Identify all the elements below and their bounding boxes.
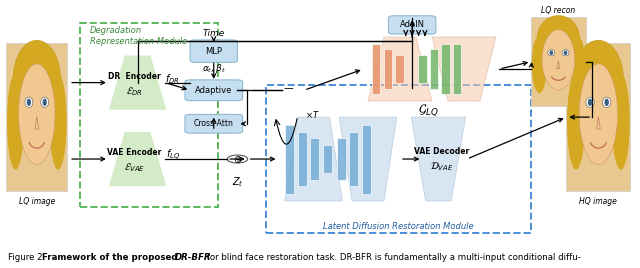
Text: $f_{LQ}$: $f_{LQ}$: [166, 148, 180, 163]
FancyBboxPatch shape: [185, 80, 243, 100]
Ellipse shape: [43, 99, 47, 106]
Ellipse shape: [564, 51, 568, 55]
FancyBboxPatch shape: [531, 17, 586, 106]
Ellipse shape: [19, 64, 55, 165]
Text: —: —: [283, 83, 293, 93]
FancyBboxPatch shape: [349, 132, 358, 186]
FancyBboxPatch shape: [6, 43, 67, 191]
FancyBboxPatch shape: [323, 146, 332, 173]
Polygon shape: [109, 55, 166, 110]
FancyBboxPatch shape: [396, 55, 404, 83]
FancyBboxPatch shape: [419, 55, 427, 83]
Text: LQ recon: LQ recon: [541, 6, 575, 15]
FancyBboxPatch shape: [298, 132, 307, 186]
Ellipse shape: [49, 73, 67, 170]
FancyBboxPatch shape: [310, 138, 319, 180]
Ellipse shape: [573, 40, 623, 117]
Text: DR-BFR: DR-BFR: [175, 253, 211, 262]
FancyBboxPatch shape: [185, 114, 243, 133]
Polygon shape: [285, 117, 342, 201]
Text: $\mathcal{D}_{VAE}$: $\mathcal{D}_{VAE}$: [430, 160, 453, 173]
Text: Latent Diffusion Restoration Module: Latent Diffusion Restoration Module: [323, 222, 474, 230]
Ellipse shape: [586, 97, 595, 107]
FancyBboxPatch shape: [384, 49, 392, 89]
Ellipse shape: [537, 16, 580, 62]
Text: for blind face restoration task. DR-BFR is fundamentally a multi-input condition: for blind face restoration task. DR-BFR …: [204, 253, 580, 262]
FancyBboxPatch shape: [285, 125, 294, 193]
Text: $\times T$: $\times T$: [305, 109, 320, 120]
Ellipse shape: [542, 30, 575, 90]
Text: $\alpha_t, \beta_t$: $\alpha_t, \beta_t$: [202, 62, 226, 75]
FancyBboxPatch shape: [442, 44, 450, 94]
Ellipse shape: [579, 64, 618, 165]
Ellipse shape: [567, 73, 585, 170]
Circle shape: [227, 155, 248, 163]
Text: Time: Time: [203, 29, 225, 38]
Text: DR  Encoder: DR Encoder: [108, 72, 161, 81]
Ellipse shape: [570, 35, 585, 93]
Ellipse shape: [532, 35, 547, 93]
Bar: [266, 85, 531, 233]
Text: VAE Encoder: VAE Encoder: [108, 148, 161, 157]
Ellipse shape: [13, 40, 61, 117]
Ellipse shape: [562, 50, 569, 56]
Text: MLP: MLP: [205, 47, 222, 56]
Polygon shape: [412, 117, 466, 201]
Text: $\mathcal{G}_{LQ}$: $\mathcal{G}_{LQ}$: [419, 102, 439, 118]
Text: $\mathcal{E}_{VAE}$: $\mathcal{E}_{VAE}$: [124, 161, 145, 174]
Text: LQ image: LQ image: [19, 197, 55, 206]
Polygon shape: [109, 132, 166, 186]
Text: Degradation
Representation Module: Degradation Representation Module: [90, 26, 187, 46]
Text: $\mathcal{E}_{DR}$: $\mathcal{E}_{DR}$: [126, 85, 143, 98]
FancyBboxPatch shape: [430, 49, 438, 89]
FancyBboxPatch shape: [337, 138, 346, 180]
FancyBboxPatch shape: [190, 40, 237, 62]
FancyBboxPatch shape: [372, 44, 380, 94]
Ellipse shape: [25, 97, 33, 107]
Ellipse shape: [7, 73, 24, 170]
FancyBboxPatch shape: [566, 43, 630, 191]
Ellipse shape: [549, 51, 553, 55]
Bar: [80, 23, 218, 207]
Text: HQ image: HQ image: [579, 197, 618, 206]
Polygon shape: [339, 117, 397, 201]
Ellipse shape: [41, 97, 49, 107]
FancyBboxPatch shape: [388, 16, 436, 34]
Text: $f_{DR}$: $f_{DR}$: [165, 72, 180, 86]
Ellipse shape: [27, 99, 31, 106]
Polygon shape: [432, 37, 496, 101]
Text: AdaIN: AdaIN: [399, 20, 425, 29]
Ellipse shape: [605, 99, 609, 106]
Ellipse shape: [612, 73, 630, 170]
Text: Cross-Attn: Cross-Attn: [194, 119, 234, 128]
Text: $Z_t$: $Z_t$: [232, 175, 243, 189]
Text: VAE Decoder: VAE Decoder: [414, 147, 469, 156]
Ellipse shape: [548, 50, 555, 56]
Text: Adaptive: Adaptive: [195, 86, 232, 95]
FancyBboxPatch shape: [362, 125, 371, 193]
Polygon shape: [368, 37, 432, 101]
Text: $\oplus$: $\oplus$: [233, 154, 242, 165]
Ellipse shape: [603, 97, 611, 107]
FancyBboxPatch shape: [453, 44, 461, 94]
Text: Figure 2.: Figure 2.: [8, 253, 47, 262]
Text: Framework of the proposed: Framework of the proposed: [42, 253, 180, 262]
Ellipse shape: [588, 99, 593, 106]
